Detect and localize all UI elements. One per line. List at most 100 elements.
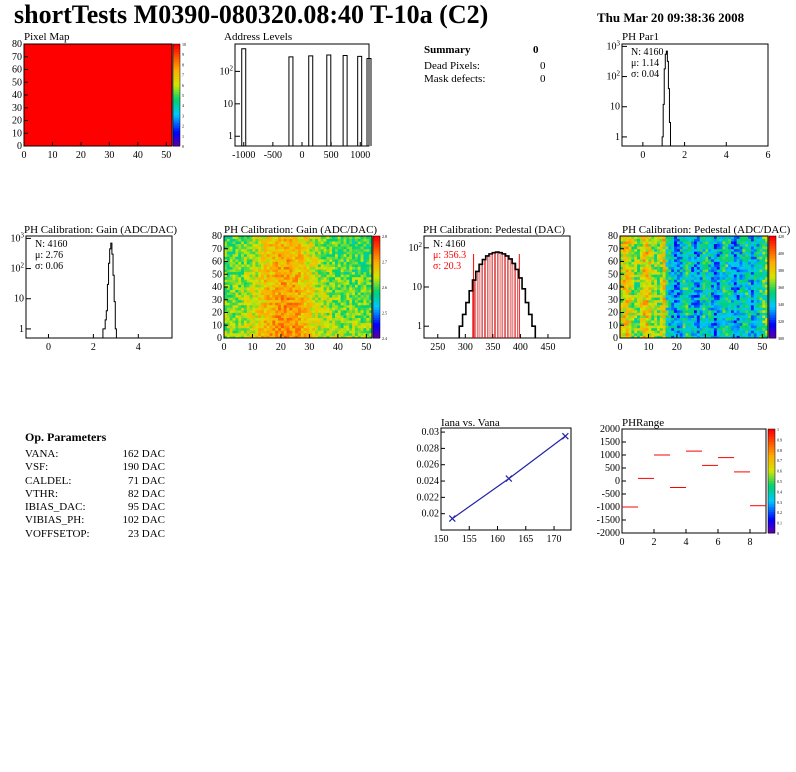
heatmap-cell: [295, 274, 299, 278]
heatmap-cell: [756, 320, 760, 324]
heatmap-cell: [696, 264, 701, 267]
heatmap-cell: [716, 251, 721, 255]
heatmap-cell: [696, 317, 701, 321]
heatmap-cell: [688, 261, 692, 265]
heatmap-cell: [748, 325, 752, 329]
heatmap-cell: [731, 327, 735, 331]
heatmap-cell: [280, 258, 285, 262]
heatmap-cell: [369, 320, 373, 324]
heatmap-cell: [335, 269, 339, 273]
heatmap-cell: [241, 276, 245, 280]
heatmap-cell: [659, 236, 664, 239]
heatmap-cell: [224, 266, 228, 270]
heatmap-cell: [235, 312, 239, 316]
heatmap-cell: [275, 241, 279, 245]
heatmap-cell: [739, 276, 743, 280]
heatmap-cell: [622, 317, 627, 321]
heatmap-cell: [702, 279, 706, 283]
heatmap-cell: [303, 258, 307, 262]
heatmap-cell: [719, 246, 723, 250]
heatmap-cell: [691, 315, 695, 318]
heatmap-cell: [298, 281, 302, 285]
heatmap-cell: [269, 312, 273, 316]
heatmap-cell: [360, 332, 364, 336]
heatmap-cell: [676, 269, 681, 273]
heatmap-cell: [620, 256, 624, 260]
heatmap-cell: [691, 297, 695, 301]
heatmap-cell: [719, 236, 723, 239]
heatmap-cell: [722, 330, 726, 334]
heatmap-cell: [261, 266, 265, 270]
heatmap-cell: [620, 258, 624, 262]
heatmap-cell: [323, 322, 327, 326]
heatmap-cell: [765, 335, 769, 339]
data-point: [448, 515, 456, 523]
heatmap-cell: [252, 307, 256, 311]
heatmap-cell: [320, 299, 325, 303]
heatmap-cell: [648, 279, 652, 283]
heatmap-cell: [300, 266, 305, 270]
heatmap-cell: [719, 251, 723, 255]
heatmap-cell: [343, 248, 347, 252]
heatmap-cell: [634, 292, 638, 296]
heatmap-cell: [753, 320, 758, 324]
heatmap-cell: [352, 274, 356, 278]
heatmap-cell: [352, 243, 356, 247]
heatmap-cell: [685, 281, 689, 285]
heatmap-cell: [309, 325, 313, 329]
heatmap-cell: [349, 266, 353, 270]
heatmap-cell: [688, 241, 692, 245]
heatmap-cell: [685, 297, 689, 301]
heatmap-cell: [699, 330, 703, 334]
heatmap-cell: [756, 243, 760, 247]
heatmap-cell: [349, 264, 353, 267]
heatmap-cell: [255, 294, 259, 298]
heatmap-cell: [753, 325, 758, 329]
heatmap-cell: [739, 332, 743, 336]
heatmap-cell: [300, 335, 305, 339]
heatmap-cell: [705, 253, 709, 257]
heatmap-cell: [275, 330, 279, 334]
y-tick-label: 0: [17, 141, 22, 152]
heatmap-cell: [323, 299, 327, 303]
heatmap-cell: [303, 312, 307, 316]
heatmap-cell: [639, 322, 644, 326]
heatmap-cell: [637, 287, 641, 290]
x-tick-label: 40: [133, 150, 143, 161]
heatmap-cell: [642, 289, 647, 293]
heatmap-cell: [337, 320, 342, 324]
heatmap-cell: [298, 243, 302, 247]
heatmap-cell: [733, 304, 738, 308]
heatmap-cell: [719, 238, 723, 242]
heatmap-cell: [659, 312, 664, 316]
heatmap-cell: [266, 327, 270, 331]
heatmap-cell: [756, 258, 760, 262]
heatmap-cell: [369, 332, 373, 336]
heatmap-cell: [648, 256, 652, 260]
heatmap-cell: [238, 320, 242, 324]
heatmap-cell: [748, 299, 752, 303]
heatmap-cell: [323, 253, 327, 257]
heatmap-cell: [682, 330, 686, 334]
heatmap-cell: [298, 253, 302, 257]
heatmap-cell: [637, 269, 641, 273]
heatmap-cell: [317, 243, 322, 247]
heatmap-cell: [659, 297, 664, 301]
heatmap-cell: [354, 309, 359, 313]
heatmap-cell: [303, 241, 307, 245]
heatmap-cell: [289, 241, 293, 245]
heatmap-cell: [357, 292, 362, 296]
heatmap-cell: [639, 271, 644, 275]
heatmap-cell: [266, 287, 270, 290]
heatmap-cell: [622, 322, 627, 326]
heatmap-cell: [317, 307, 322, 311]
heatmap-cell: [628, 335, 632, 339]
heatmap-cell: [255, 320, 259, 324]
heatmap-cell: [676, 261, 681, 265]
heatmap-cell: [300, 256, 305, 260]
colorbar-segment: [769, 320, 776, 324]
heatmap-cell: [628, 317, 632, 321]
heatmap-cell: [642, 266, 647, 270]
heatmap-cell: [642, 248, 647, 252]
heatmap-cell: [668, 281, 672, 285]
